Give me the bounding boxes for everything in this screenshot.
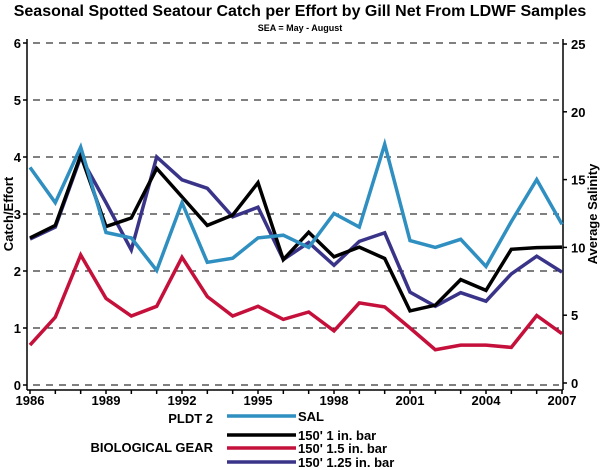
y-tick-label: 0 bbox=[14, 378, 21, 393]
chart-subtitle: SEA = May - August bbox=[258, 23, 343, 33]
y2-tick-label: 5 bbox=[571, 308, 578, 323]
y2-tick-label: 15 bbox=[571, 173, 585, 188]
y2-tick-label: 0 bbox=[571, 376, 578, 391]
legend-entry-1-25in: 150' 1.25 in. bar bbox=[298, 455, 394, 470]
y2-tick-label: 25 bbox=[571, 37, 585, 52]
legend-group-label-biological-gear: BIOLOGICAL GEAR bbox=[90, 440, 213, 455]
gridlines bbox=[33, 42, 559, 386]
y2-tick-label: 10 bbox=[571, 240, 585, 255]
series-line-sal bbox=[28, 137, 564, 275]
x-tick-label: 1989 bbox=[92, 393, 121, 408]
x-tick-label: 2007 bbox=[548, 393, 577, 408]
y-tick-label: 2 bbox=[14, 264, 21, 279]
y-tick-label: 5 bbox=[14, 93, 21, 108]
x-tick-label: 2004 bbox=[472, 393, 502, 408]
legend-group-label-pldt: PLDT 2 bbox=[168, 411, 213, 426]
y2-tick-label: 20 bbox=[571, 105, 585, 120]
legend: PLDT 2 BIOLOGICAL GEAR SAL 150' 1 in. ba… bbox=[90, 409, 394, 470]
x-tick-label: 1986 bbox=[16, 393, 45, 408]
y-tick-label: 6 bbox=[14, 36, 21, 51]
y-tick-label: 1 bbox=[14, 321, 21, 336]
y2-axis-label: Average Salinity bbox=[585, 163, 600, 264]
series-line-150-1-25-in-bar bbox=[29, 152, 563, 309]
x-tick-label: 2001 bbox=[396, 393, 425, 408]
x-tick-label: 1998 bbox=[320, 393, 349, 408]
y-axis-label: Catch/Effort bbox=[1, 176, 16, 251]
y-tick-label: 4 bbox=[14, 150, 22, 165]
chart-title: Seasonal Spotted Seatour Catch per Effor… bbox=[14, 3, 587, 20]
legend-entry-sal: SAL bbox=[298, 409, 324, 424]
ticks: 0 1 2 3 4 5 6 0 5 10 15 20 25 1986 1989 1992 1995 1998 200… bbox=[14, 36, 586, 408]
series-line-150-1-5-in-bar bbox=[28, 251, 564, 352]
legend-entry-1-5in: 150' 1.5 in. bar bbox=[298, 441, 387, 456]
x-tick-label: 1992 bbox=[168, 393, 197, 408]
series-lines bbox=[28, 137, 564, 352]
y-tick-label: 3 bbox=[14, 207, 21, 222]
legend-entry-1in: 150' 1 in. bar bbox=[298, 428, 376, 443]
x-tick-label: 1995 bbox=[244, 393, 273, 408]
series-line-150-1-in-bar bbox=[29, 150, 563, 313]
